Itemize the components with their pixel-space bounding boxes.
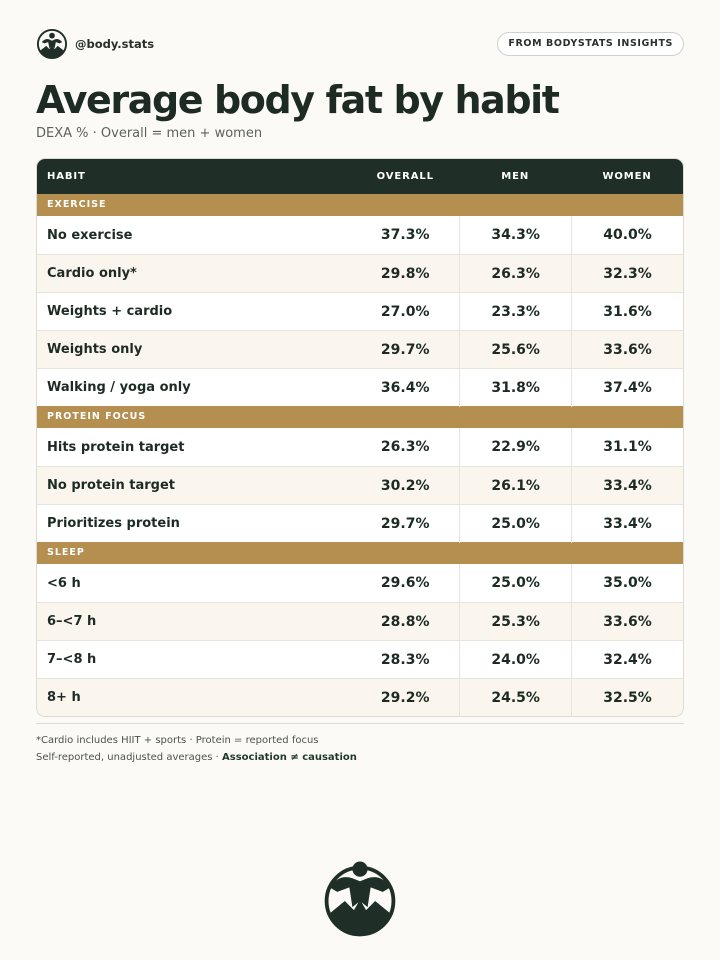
page-title: Average body fat by habit xyxy=(36,78,560,122)
header: @body.stats FROM BODYSTATS INSIGHTS xyxy=(36,28,684,62)
table-row: Walking / yoga only 36.4% 31.8% 37.4% xyxy=(37,368,683,407)
men-cell: 24.5% xyxy=(459,678,571,716)
women-cell: 32.5% xyxy=(571,678,683,716)
habit-cell: Weights + cardio xyxy=(47,304,173,319)
habit-cell: No protein target xyxy=(47,478,175,493)
table-row: No exercise 37.3% 34.3% 40.0% xyxy=(37,216,683,254)
habit-cell: Walking / yoga only xyxy=(47,380,191,395)
table-row: 7–<8 h 28.3% 24.0% 32.4% xyxy=(37,640,683,679)
women-cell: 33.6% xyxy=(571,330,683,369)
habit-cell: 8+ h xyxy=(47,690,81,705)
men-cell: 34.3% xyxy=(459,216,571,254)
men-cell: 26.3% xyxy=(459,254,571,293)
table-row: Prioritizes protein 29.7% 25.0% 33.4% xyxy=(37,504,683,543)
overall-cell: 37.3% xyxy=(380,227,430,243)
habit-cell: <6 h xyxy=(47,575,81,591)
men-cell: 23.3% xyxy=(459,292,571,331)
source-badge: FROM BODYSTATS INSIGHTS xyxy=(497,32,684,56)
footnote-2: Self-reported, unadjusted averages · Ass… xyxy=(36,751,357,765)
overall-cell: 29.7% xyxy=(380,341,430,358)
table-row: No protein target 30.2% 26.1% 33.4% xyxy=(37,466,683,505)
habit-cell: Hits protein target xyxy=(47,439,185,455)
table-header: HABIT OVERALL MEN WOMEN xyxy=(37,159,683,194)
habit-cell: 7–<8 h xyxy=(47,652,97,667)
footer-divider xyxy=(36,723,684,724)
section-header: EXERCISE xyxy=(37,194,683,216)
brand-logo-icon xyxy=(324,861,396,937)
table-row: 8+ h 29.2% 24.5% 32.5% xyxy=(37,678,683,716)
section-header: SLEEP xyxy=(37,542,683,564)
women-cell: 40.0% xyxy=(571,216,683,254)
column-header-men: MEN xyxy=(501,171,530,182)
overall-cell: 27.0% xyxy=(380,303,430,320)
men-cell: 25.0% xyxy=(459,504,571,543)
women-cell: 33.6% xyxy=(571,602,683,641)
overall-cell: 29.7% xyxy=(380,515,430,532)
footnote-2-text: Self-reported, unadjusted averages · xyxy=(36,752,223,763)
mountain-figure-icon xyxy=(36,28,68,60)
women-cell: 33.4% xyxy=(571,466,683,505)
overall-cell: 29.6% xyxy=(380,575,430,591)
brand[interactable]: @body.stats xyxy=(36,28,154,60)
habit-cell: 6–<7 h xyxy=(47,614,97,629)
data-table: HABIT OVERALL MEN WOMEN EXERCISE No exerc… xyxy=(36,158,684,717)
overall-cell: 29.8% xyxy=(380,265,430,282)
column-header-women: WOMEN xyxy=(602,171,652,182)
table-row: 6–<7 h 28.8% 25.3% 33.6% xyxy=(37,602,683,641)
habit-cell: Weights only xyxy=(47,342,143,357)
men-cell: 31.8% xyxy=(459,368,571,407)
table-row: Cardio only* 29.8% 26.3% 32.3% xyxy=(37,254,683,293)
men-cell: 25.3% xyxy=(459,602,571,641)
page-subtitle: DEXA % · Overall = men + women xyxy=(36,126,263,141)
habit-cell: No exercise xyxy=(47,227,133,243)
footnote-1: *Cardio includes HIIT + sports · Protein… xyxy=(36,735,319,746)
women-cell: 31.1% xyxy=(571,428,683,466)
women-cell: 32.4% xyxy=(571,640,683,679)
women-cell: 33.4% xyxy=(571,504,683,543)
men-cell: 22.9% xyxy=(459,428,571,466)
section-header: PROTEIN FOCUS xyxy=(37,406,683,428)
table-row: Weights only 29.7% 25.6% 33.6% xyxy=(37,330,683,369)
women-cell: 31.6% xyxy=(571,292,683,331)
footnote-2-emphasis: Association ≠ causation xyxy=(222,752,357,763)
brand-handle[interactable]: @body.stats xyxy=(75,37,155,51)
habit-cell: Cardio only* xyxy=(47,266,137,281)
table-body: EXERCISE No exercise 37.3% 34.3% 40.0% Cardio… xyxy=(37,194,683,716)
overall-cell: 30.2% xyxy=(380,477,430,494)
habit-cell: Prioritizes protein xyxy=(47,516,180,531)
women-cell: 35.0% xyxy=(571,564,683,602)
column-header-habit: HABIT xyxy=(47,171,86,182)
overall-cell: 36.4% xyxy=(380,379,430,396)
table-row: <6 h 29.6% 25.0% 35.0% xyxy=(37,564,683,602)
table-row: Hits protein target 26.3% 22.9% 31.1% xyxy=(37,428,683,466)
men-cell: 25.6% xyxy=(459,330,571,369)
overall-cell: 28.3% xyxy=(380,651,430,668)
column-header-overall: OVERALL xyxy=(376,171,434,182)
women-cell: 32.3% xyxy=(571,254,683,293)
table-row: Weights + cardio 27.0% 23.3% 31.6% xyxy=(37,292,683,331)
overall-cell: 26.3% xyxy=(380,439,430,455)
men-cell: 25.0% xyxy=(459,564,571,602)
women-cell: 37.4% xyxy=(571,368,683,407)
overall-cell: 28.8% xyxy=(380,613,430,630)
men-cell: 24.0% xyxy=(459,640,571,679)
overall-cell: 29.2% xyxy=(380,689,430,706)
men-cell: 26.1% xyxy=(459,466,571,505)
